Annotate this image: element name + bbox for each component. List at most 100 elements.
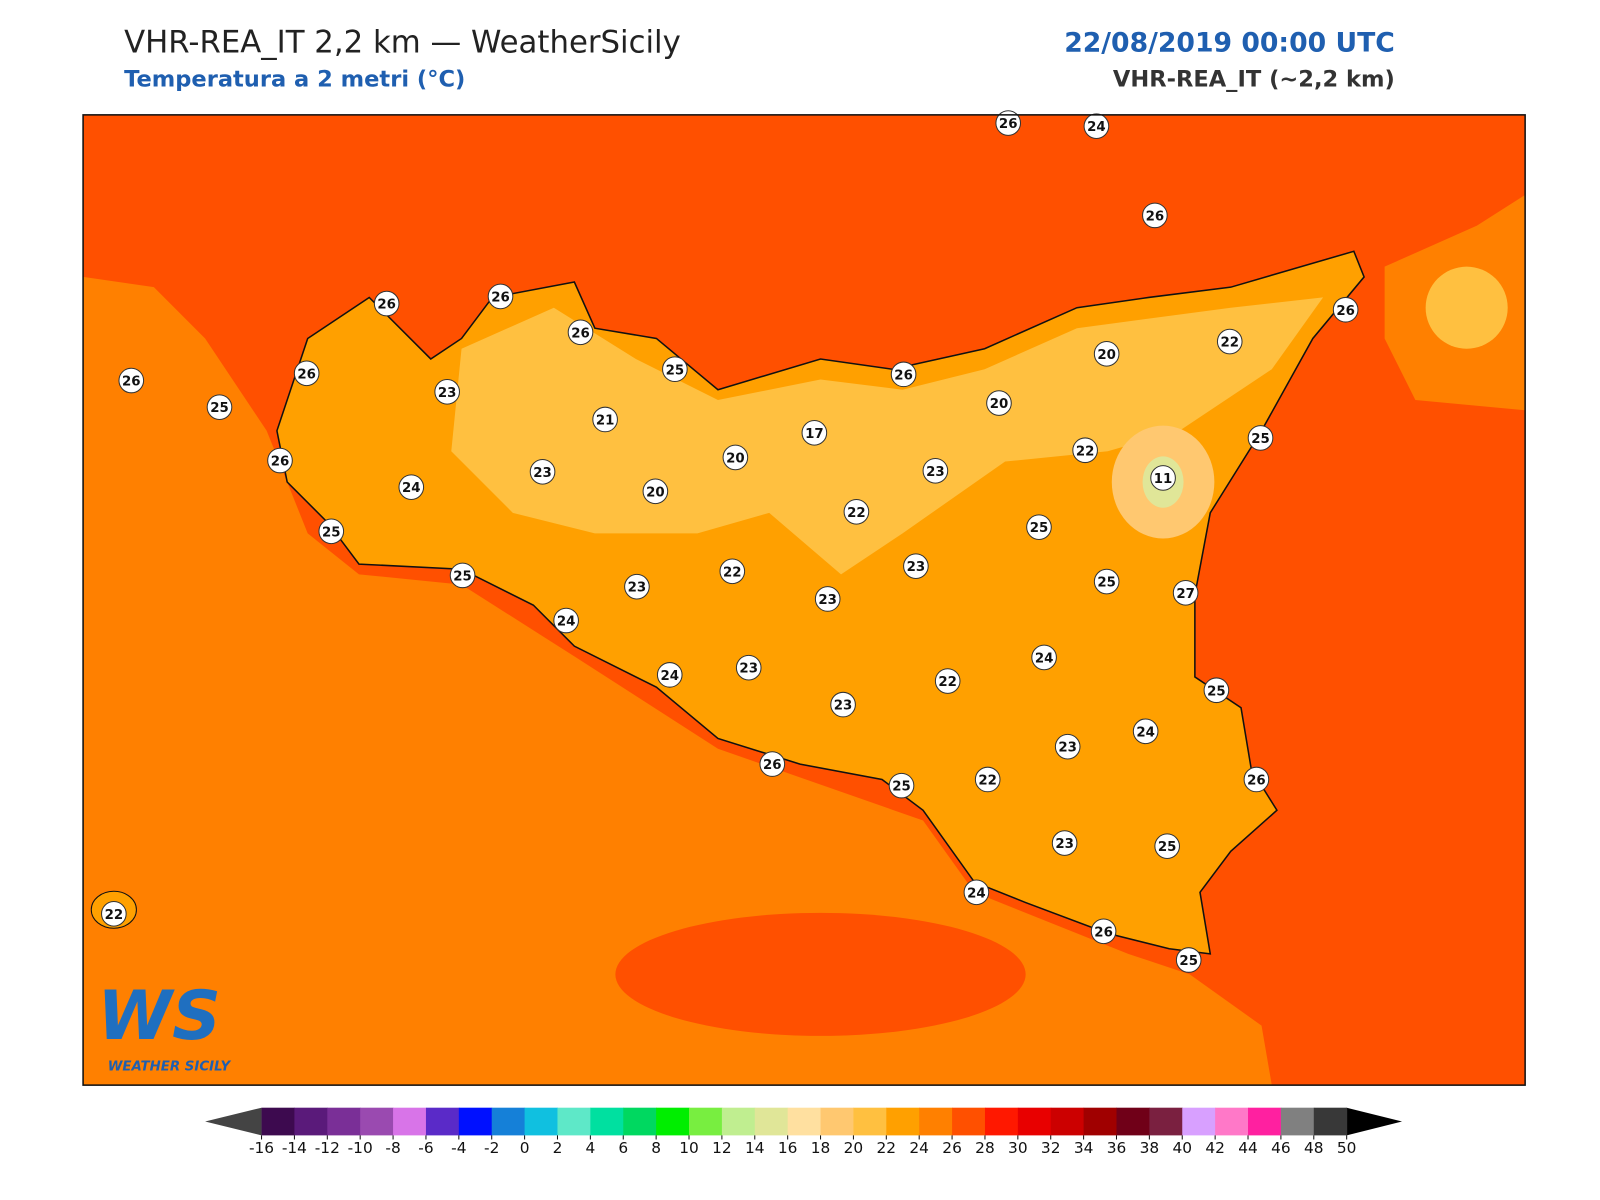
station-marker	[722, 444, 749, 471]
colorbar-tick-label: 28	[975, 1139, 995, 1157]
station-value: 23	[628, 581, 647, 596]
colorbar-swatch	[425, 1107, 460, 1136]
colorbar-swatch	[623, 1107, 657, 1136]
station-marker	[1093, 341, 1120, 367]
station-value: 22	[847, 506, 866, 521]
colorbar-swatch	[886, 1107, 920, 1136]
sea-south	[83, 276, 1272, 1086]
station-marker	[206, 394, 233, 420]
station-marker	[293, 360, 320, 387]
colorbar-swatch	[294, 1107, 328, 1136]
station-marker	[118, 367, 145, 394]
colorbar: -16 -14 -12 -10 -8 -6 -4 -2 0 2 4 6 8 10 12 14 16 18 20 22 2…	[205, 1107, 1403, 1157]
station-value: 24	[660, 669, 679, 684]
station-marker	[487, 283, 514, 310]
station-value: 25	[210, 401, 229, 416]
colorbar-swatch	[689, 1107, 723, 1136]
station-value: 24	[1136, 725, 1155, 740]
station-value: 17	[805, 427, 824, 442]
station-marker	[735, 654, 762, 681]
logo: WS WEATHER SICILY	[97, 976, 231, 1075]
colorbar-swatch	[491, 1107, 526, 1136]
interior-cool	[451, 297, 1324, 575]
colorbar-tick-label: 12	[712, 1139, 732, 1157]
station-value: 20	[1097, 348, 1116, 363]
colorbar-swatch	[393, 1107, 427, 1136]
station-marker	[373, 290, 400, 317]
station-marker	[934, 668, 961, 694]
station-value: 27	[1176, 587, 1195, 602]
station-marker	[1093, 568, 1120, 595]
station-marker	[1026, 514, 1052, 540]
station-value: 23	[739, 662, 758, 677]
station-marker	[1150, 465, 1176, 491]
colorbar-swatch	[1248, 1107, 1282, 1136]
station-value: 26	[894, 368, 913, 383]
station-marker	[986, 390, 1012, 416]
colorbar-tick-label: 4	[585, 1139, 595, 1157]
colorbar-tick-label: 8	[651, 1139, 661, 1157]
station-marker	[449, 562, 476, 589]
station-value: 26	[271, 455, 290, 470]
colorbar-tick-label: -10	[348, 1139, 373, 1157]
station-marker	[1203, 677, 1230, 704]
colorbar-tick-label: 34	[1074, 1139, 1094, 1157]
station-value: 25	[322, 525, 341, 540]
colorbar-swatch	[590, 1107, 624, 1136]
station-value: 25	[1207, 684, 1226, 699]
station-value: 22	[105, 908, 124, 923]
station-value: 24	[557, 615, 576, 630]
colorbar-tick-label: 32	[1041, 1139, 1061, 1157]
station-value: 25	[892, 780, 911, 795]
colorbar-swatch	[360, 1107, 394, 1136]
colorbar-tick-label: 14	[745, 1139, 765, 1157]
model: VHR-REA_IT (~2,2 km)	[1113, 67, 1395, 93]
station-value: 25	[1158, 840, 1177, 855]
colorbar-tick-label: 38	[1140, 1139, 1160, 1157]
station-marker	[1054, 733, 1081, 760]
station-value: 11	[1154, 472, 1173, 487]
station-marker	[843, 498, 870, 525]
colorbar-tick-label: 24	[909, 1139, 929, 1157]
colorbar-tick-label: -6	[418, 1139, 433, 1157]
station-value: 26	[763, 758, 782, 773]
station-marker	[1216, 328, 1243, 355]
colorbar-tick-label: 10	[679, 1139, 699, 1157]
station-marker	[1154, 833, 1180, 859]
station-marker	[101, 901, 127, 927]
station-value: 26	[1247, 774, 1266, 789]
colorbar-swatch	[1215, 1107, 1249, 1136]
station-marker	[398, 474, 425, 500]
station-marker	[1247, 425, 1274, 451]
calabria-hill	[1425, 266, 1508, 349]
station-value: 23	[438, 386, 457, 401]
colorbar-tick-label: 20	[844, 1139, 864, 1157]
station-value: 22	[723, 565, 742, 580]
station-value: 26	[122, 375, 141, 390]
station-value: 26	[377, 298, 396, 313]
colorbar-swatch	[1149, 1107, 1183, 1136]
station-marker	[1051, 830, 1078, 856]
colorbar-tick-label: -12	[315, 1139, 340, 1157]
subtitle: Temperatura a 2 metri (°C)	[124, 67, 465, 93]
datetime: 22/08/2019 00:00 UTC	[1064, 28, 1395, 59]
colorbar-swatch	[1083, 1107, 1118, 1136]
station-value: 25	[1097, 576, 1116, 591]
station-value: 26	[297, 367, 316, 382]
station-marker	[624, 573, 650, 600]
colorbar-swatch	[984, 1107, 1019, 1136]
colorbar-swatch	[754, 1107, 789, 1136]
station-marker	[1172, 580, 1199, 606]
colorbar-swatch	[656, 1107, 690, 1136]
colorbar-tick-label: 18	[811, 1139, 831, 1157]
map: 26 24 26 26 26 26 25 26 26 25 23 21 26 23 24 20 20 17 26 20…	[82, 110, 1526, 1086]
station-marker	[1332, 296, 1359, 323]
station-marker	[814, 586, 841, 612]
colorbar-swatch	[1116, 1107, 1150, 1136]
colorbar-over	[1346, 1107, 1403, 1136]
colorbar-tick-label: 26	[942, 1139, 962, 1157]
station-value: 26	[999, 117, 1018, 132]
station-marker	[567, 319, 594, 346]
station-value: 22	[1220, 336, 1239, 351]
